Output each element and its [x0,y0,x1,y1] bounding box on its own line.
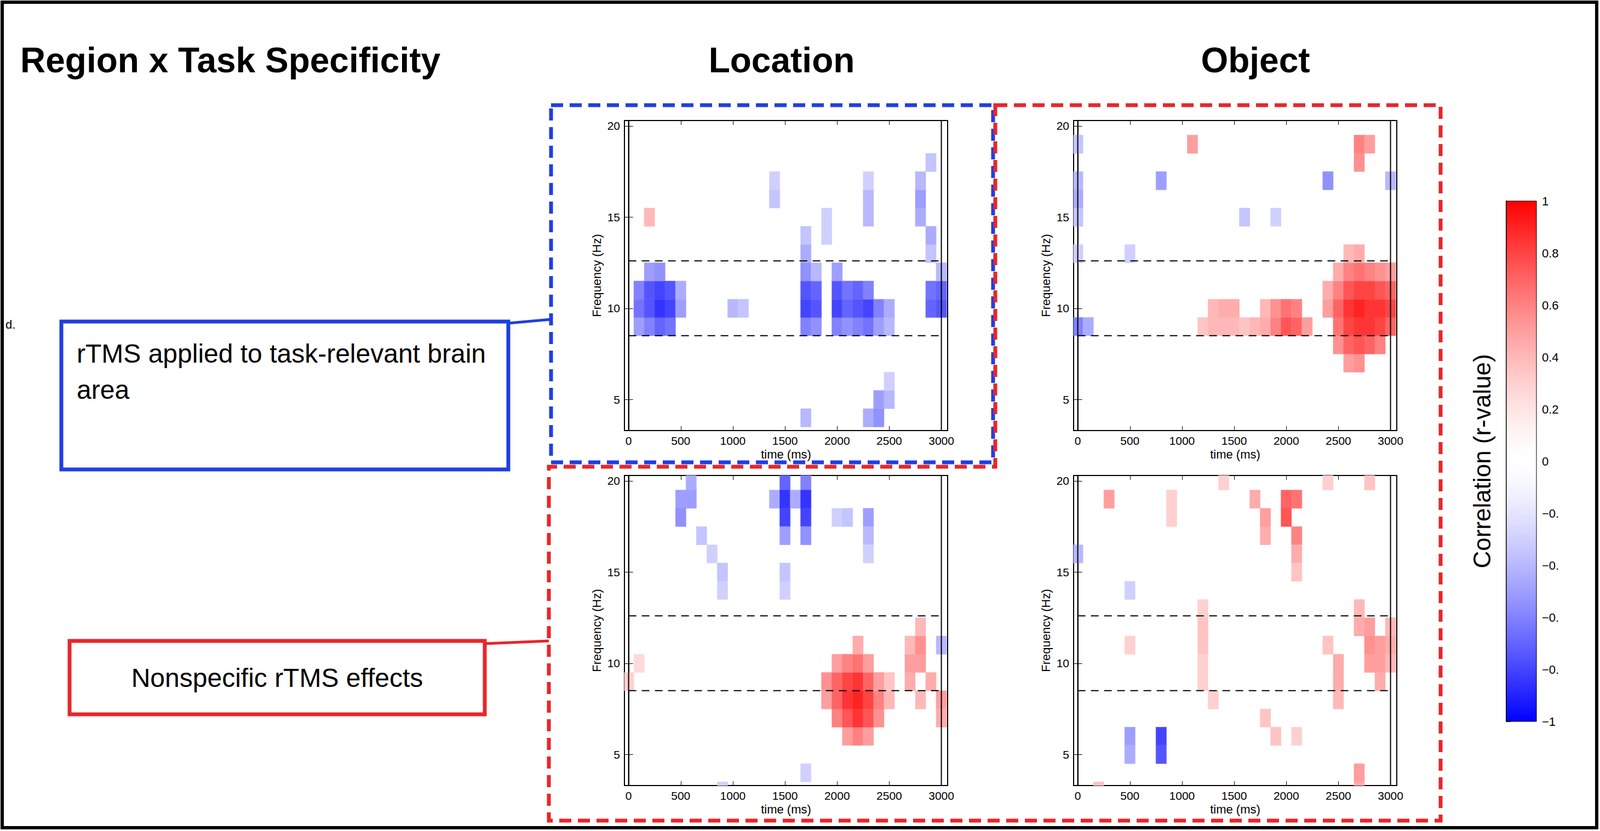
svg-text:1000: 1000 [720,789,747,802]
svg-text:0.4: 0.4 [1541,350,1559,365]
svg-text:−1: −1 [1541,714,1556,729]
svg-text:Frequency (Hz): Frequency (Hz) [589,588,604,673]
svg-text:2000: 2000 [824,434,851,447]
svg-text:rTMS applied to task-relevant: rTMS applied to task-relevant brain [76,339,493,369]
svg-text:1000: 1000 [1169,434,1196,447]
svg-text:2000: 2000 [1273,434,1300,447]
svg-text:5: 5 [1062,393,1070,406]
svg-text:2000: 2000 [1273,789,1300,802]
svg-text:−0.: −0. [1541,506,1559,521]
svg-text:3000: 3000 [928,434,955,447]
svg-text:2500: 2500 [876,434,903,447]
svg-text:3000: 3000 [1377,434,1404,447]
svg-text:0: 0 [625,789,633,802]
svg-text:20: 20 [1056,119,1070,133]
svg-text:20: 20 [607,119,621,133]
svg-text:500: 500 [671,434,691,447]
svg-text:3000: 3000 [928,789,955,802]
svg-text:d.: d. [5,317,16,332]
svg-text:15: 15 [607,565,621,579]
svg-text:area: area [76,375,130,405]
svg-text:−0.: −0. [1541,558,1559,573]
svg-text:time (ms): time (ms) [760,802,812,817]
svg-text:Frequency (Hz): Frequency (Hz) [589,233,604,318]
svg-text:3000: 3000 [1377,789,1404,802]
svg-text:0: 0 [1074,789,1082,802]
svg-text:0: 0 [1541,454,1549,469]
svg-text:15: 15 [1056,565,1070,579]
svg-text:5: 5 [613,748,621,761]
svg-text:2500: 2500 [1325,434,1352,447]
svg-text:500: 500 [1120,434,1140,447]
svg-text:0.6: 0.6 [1541,298,1559,313]
svg-text:1500: 1500 [1221,789,1248,802]
svg-text:5: 5 [613,393,621,406]
svg-text:0.2: 0.2 [1541,402,1559,417]
svg-text:time (ms): time (ms) [1209,802,1261,817]
svg-text:500: 500 [671,789,691,802]
svg-text:15: 15 [1056,210,1070,224]
svg-text:1000: 1000 [1169,789,1196,802]
svg-text:−0.: −0. [1541,662,1559,677]
svg-text:1500: 1500 [1221,434,1248,447]
svg-text:20: 20 [1056,474,1070,487]
svg-text:10: 10 [1056,656,1070,670]
svg-text:1500: 1500 [772,434,799,447]
svg-text:Object: Object [1200,40,1310,80]
svg-text:1000: 1000 [720,434,747,447]
svg-text:Nonspecific rTMS effects: Nonspecific rTMS effects [131,663,424,693]
svg-text:Frequency (Hz): Frequency (Hz) [1039,588,1053,673]
svg-text:2000: 2000 [824,789,851,802]
svg-text:Location: Location [708,40,856,80]
svg-text:2500: 2500 [1325,789,1352,802]
svg-text:Frequency (Hz): Frequency (Hz) [1039,233,1053,318]
svg-text:5: 5 [1062,748,1070,761]
svg-text:0: 0 [1074,434,1082,447]
svg-text:Region x Task Specificity: Region x Task Specificity [20,40,441,80]
svg-text:0.8: 0.8 [1541,246,1559,261]
svg-text:20: 20 [607,474,621,487]
svg-text:−0.: −0. [1541,610,1559,625]
svg-text:1: 1 [1541,194,1549,209]
svg-text:10: 10 [607,656,621,670]
svg-text:10: 10 [1056,301,1070,315]
svg-text:15: 15 [607,210,621,224]
svg-text:Correlation (r-value): Correlation (r-value) [1468,353,1496,569]
svg-text:10: 10 [607,301,621,315]
svg-text:time (ms): time (ms) [760,447,812,462]
svg-text:1500: 1500 [772,789,799,802]
svg-text:500: 500 [1120,789,1140,802]
svg-text:2500: 2500 [876,789,903,802]
svg-text:0: 0 [625,434,633,447]
svg-text:time (ms): time (ms) [1209,447,1261,462]
